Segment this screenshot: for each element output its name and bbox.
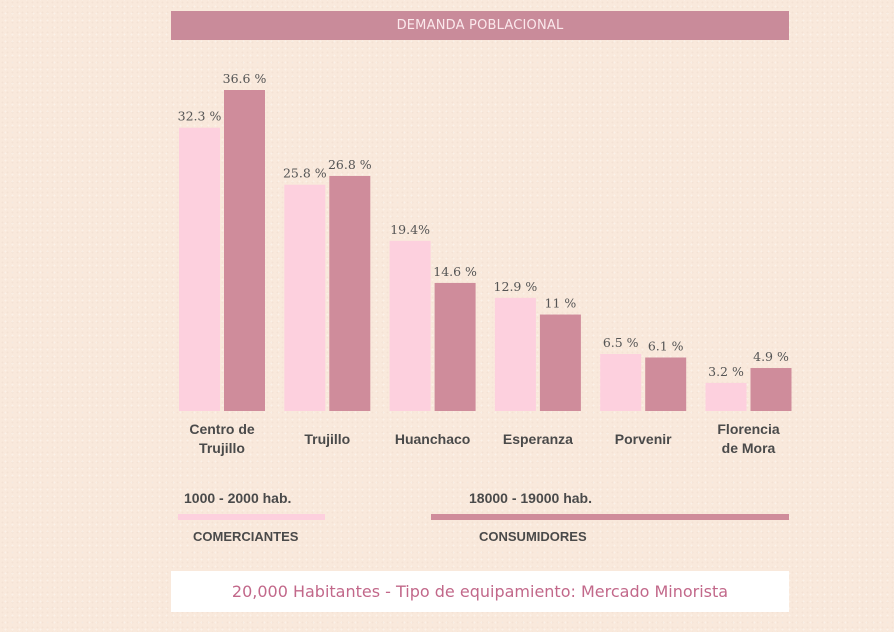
bar-comerciantes-4 [600, 353, 642, 411]
category-label-5: Florencia de Mora [717, 421, 779, 456]
footer-box: 20,000 Habitantes - Tipo de equipamiento… [171, 571, 789, 612]
data-label-consumidores-5: 4.9 % [753, 349, 789, 364]
bar-consumidores-3 [539, 314, 581, 411]
data-label-consumidores-1: 26.8 % [328, 157, 372, 172]
bar-comerciantes-5 [705, 382, 747, 411]
category-label-2: Huanchaco [395, 431, 470, 447]
bar-comerciantes-3 [494, 297, 536, 411]
category-label-1: Trujillo [304, 431, 350, 447]
bar-consumidores-4 [645, 357, 687, 411]
data-label-comerciantes-3: 12.9 % [494, 279, 538, 294]
data-label-comerciantes-4: 6.5 % [603, 335, 639, 350]
data-label-consumidores-2: 14.6 % [433, 264, 477, 279]
data-label-comerciantes-2: 19.4% [390, 222, 430, 237]
category-label-3: Esperanza [503, 431, 573, 447]
bar-consumidores-0 [224, 90, 265, 411]
bar-comerciantes-0 [179, 127, 220, 412]
legend-consumidores-line [431, 514, 789, 520]
data-label-comerciantes-0: 32.3 % [178, 109, 222, 124]
category-label-4: Porvenir [615, 431, 672, 447]
bar-consumidores-2 [434, 282, 476, 411]
legend-consumidores-name: CONSUMIDORES [479, 529, 587, 544]
bar-consumidores-5 [750, 368, 792, 411]
data-label-consumidores-3: 11 % [545, 296, 577, 311]
legend-consumidores-range: 18000 - 19000 hab. [469, 490, 592, 506]
chart-title: DEMANDA POBLACIONAL [171, 11, 789, 40]
data-label-consumidores-0: 36.6 % [223, 71, 267, 86]
data-label-comerciantes-5: 3.2 % [708, 364, 744, 379]
legend-comerciantes-range: 1000 - 2000 hab. [184, 490, 292, 506]
footer-text: 20,000 Habitantes - Tipo de equipamiento… [231, 582, 729, 601]
data-label-comerciantes-1: 25.8 % [283, 166, 327, 181]
bar-comerciantes-2 [389, 240, 431, 411]
legend-comerciantes-line [178, 514, 325, 520]
data-label-consumidores-4: 6.1 % [648, 339, 684, 354]
category-label-0: Centro de Trujillo [189, 421, 255, 456]
bar-comerciantes-1 [284, 184, 326, 411]
legend-comerciantes-name: COMERCIANTES [193, 529, 299, 544]
bar-consumidores-1 [329, 175, 371, 411]
